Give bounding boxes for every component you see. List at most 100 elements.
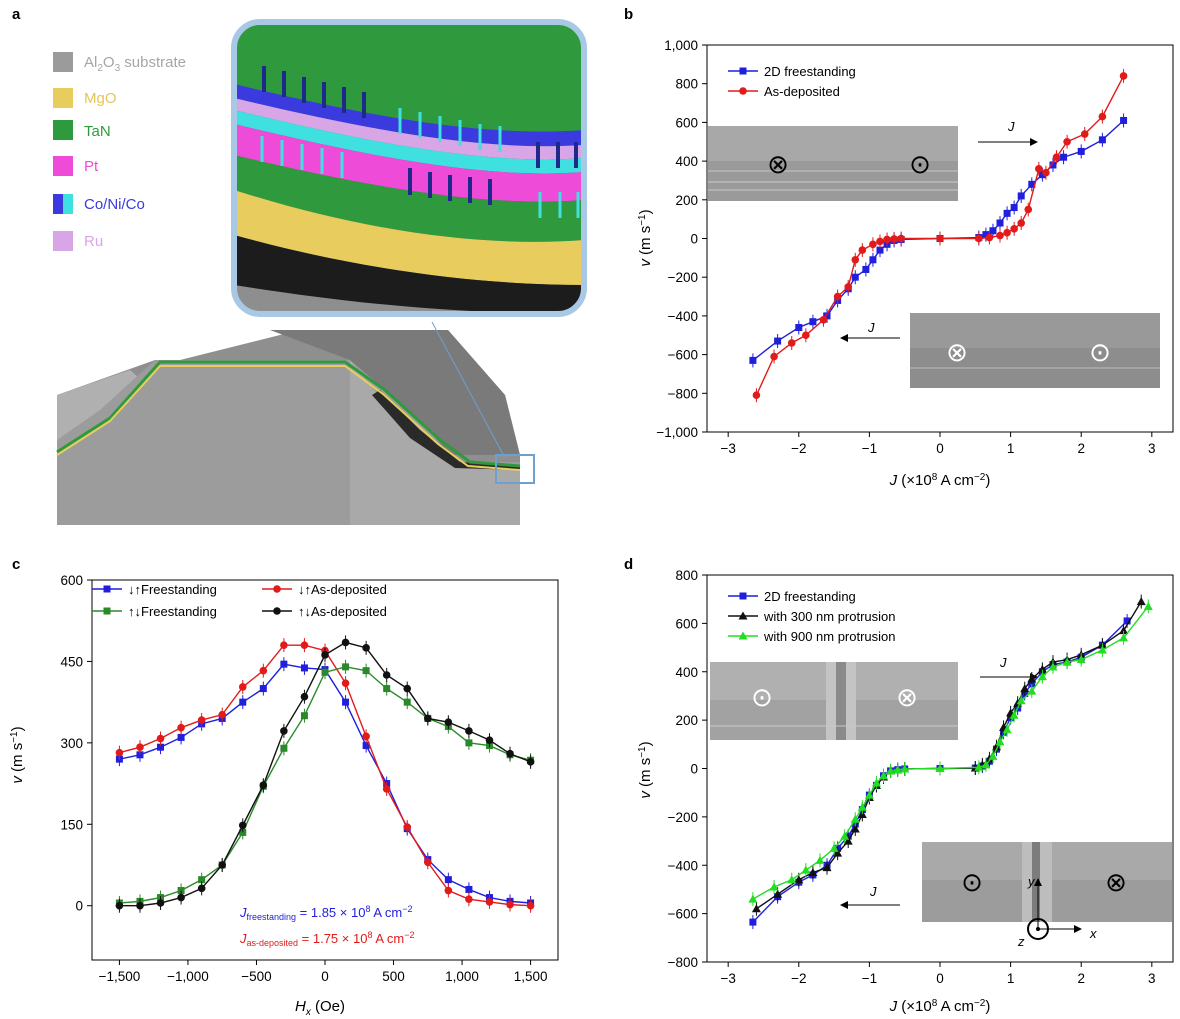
data-point xyxy=(900,764,910,773)
legend-marker xyxy=(739,87,747,95)
y-tick-label: −400 xyxy=(668,309,698,324)
data-point xyxy=(423,858,432,867)
x-tick-label: 1,500 xyxy=(514,969,548,984)
data-point xyxy=(1143,601,1153,610)
data-point xyxy=(991,742,1001,751)
data-point xyxy=(485,736,494,744)
y-tick-label: 300 xyxy=(60,736,83,751)
symbol-out-of-page: ⊙ xyxy=(961,867,983,897)
data-point xyxy=(1024,205,1033,214)
y-tick-label: 800 xyxy=(675,568,698,583)
data-point xyxy=(444,718,453,727)
data-point xyxy=(935,764,945,772)
data-point xyxy=(1077,147,1085,155)
data-point xyxy=(280,641,288,649)
data-point xyxy=(382,785,391,793)
y-tick-label: 400 xyxy=(675,665,698,680)
x-axis-label-d: J (×108 A cm−2) xyxy=(889,998,991,1015)
data-point xyxy=(851,255,860,264)
chart-c: −1,500 −1,000 −500 0 500 1,000 1,500 0 150 300 450… xyxy=(9,573,559,1018)
x-tick-label: −2 xyxy=(791,441,806,456)
axis-triad: y x z xyxy=(1017,874,1097,949)
data-point xyxy=(1038,171,1046,179)
y-tick-label: 200 xyxy=(675,193,698,208)
zoom-connector xyxy=(431,321,506,459)
data-point xyxy=(218,861,227,869)
legend-label: As-deposited xyxy=(764,84,840,99)
y-tick-label: 1,000 xyxy=(664,38,698,53)
y-tick-label: −800 xyxy=(668,386,698,401)
data-point xyxy=(996,231,1004,240)
y-tick-label: 0 xyxy=(75,899,83,914)
legend-d: 2D freestanding with 300 nm protrusion wit… xyxy=(728,589,896,644)
data-point xyxy=(1119,633,1129,642)
kerr-image-top-b: ⊗ ⊙ xyxy=(708,126,958,201)
data-point xyxy=(869,256,877,264)
legend-swatch-ru xyxy=(53,231,73,251)
legend-marker xyxy=(273,607,281,615)
data-point xyxy=(801,865,811,874)
data-point xyxy=(300,712,308,720)
legend-marker xyxy=(738,631,748,640)
series-c-1 xyxy=(115,638,535,913)
data-point xyxy=(815,855,825,864)
axes-c: −1,500 −1,000 −500 0 500 1,000 1,500 0 150 300 450… xyxy=(60,573,559,984)
legend-label: ↑↓Freestanding xyxy=(128,604,217,619)
data-point xyxy=(1097,645,1107,654)
y-tick-label: 200 xyxy=(675,713,698,728)
data-point xyxy=(280,727,288,735)
symbol-into-page: ⊗ xyxy=(946,337,968,367)
data-point xyxy=(362,742,370,750)
series-line xyxy=(119,666,531,904)
x-tick-label: 0 xyxy=(936,441,944,456)
legend-marker xyxy=(738,611,748,620)
y-axis-label-d: v (m s−1) xyxy=(637,741,654,798)
data-point xyxy=(844,283,853,291)
zoom-region-marker xyxy=(495,454,535,484)
data-point xyxy=(300,692,309,701)
x-tick-label: −500 xyxy=(241,969,271,984)
current-label: J xyxy=(867,320,875,335)
current-arrow-bottom-d: J xyxy=(840,884,900,909)
data-point xyxy=(752,391,761,400)
data-point xyxy=(886,766,896,775)
data-point xyxy=(1048,662,1058,671)
legend-label: 2D freestanding xyxy=(764,64,856,79)
panel-label-a: a xyxy=(12,6,21,23)
data-point xyxy=(1060,153,1068,161)
data-point xyxy=(177,887,185,895)
series-b-1 xyxy=(752,68,1128,403)
panel-a-schematic: Al2O3 substrate MgO TaN Pt Co/Ni/Co Ru xyxy=(53,19,587,525)
data-point xyxy=(1136,597,1146,606)
data-point xyxy=(465,727,473,735)
data-point xyxy=(156,899,165,907)
data-point xyxy=(802,331,810,340)
data-point xyxy=(975,234,983,243)
legend-label: ↓↑Freestanding xyxy=(128,582,217,597)
legend-c: ↓↑Freestanding ↓↑As-deposited ↑↓Freestandi… xyxy=(92,582,387,619)
series-group-d xyxy=(748,594,1153,930)
y-tick-label: 150 xyxy=(60,817,83,832)
x-tick-label: 1,000 xyxy=(445,969,479,984)
data-point xyxy=(833,848,843,857)
data-point xyxy=(362,667,370,675)
data-point xyxy=(857,802,867,811)
data-point xyxy=(843,836,853,845)
axis-label-y: y xyxy=(1027,874,1036,889)
legend-label: 2D freestanding xyxy=(764,589,856,604)
current-arrow-bottom-b: J xyxy=(840,320,900,342)
data-point xyxy=(177,893,185,902)
data-point xyxy=(819,315,828,324)
data-point xyxy=(823,312,831,320)
data-point xyxy=(770,352,778,361)
legend-swatch-mgo xyxy=(53,88,73,108)
axis-label-x: x xyxy=(1089,926,1097,941)
data-point xyxy=(840,831,850,840)
data-point xyxy=(465,885,473,893)
series-c-0 xyxy=(115,657,535,910)
data-point xyxy=(974,762,984,771)
x-tick-label: 0 xyxy=(936,971,944,986)
data-point xyxy=(177,733,185,741)
current-arrow-top-b: J xyxy=(978,119,1038,146)
data-point xyxy=(1027,686,1037,695)
